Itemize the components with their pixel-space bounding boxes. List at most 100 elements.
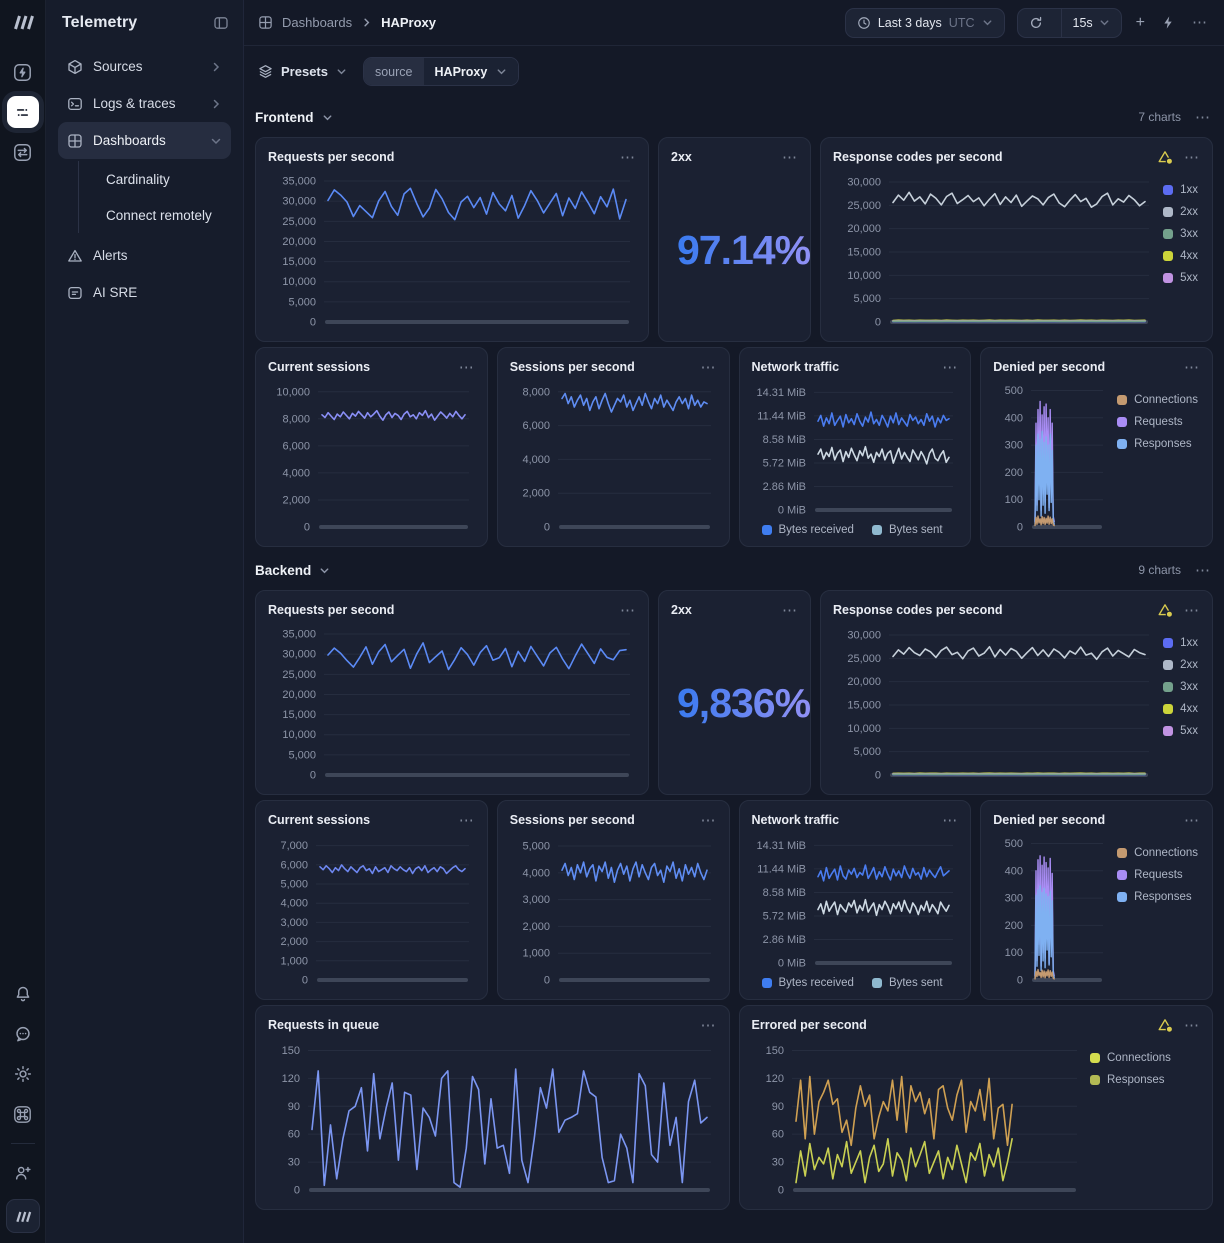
svg-text:5,000: 5,000 [288, 749, 316, 761]
legend-item[interactable]: Connections [1117, 394, 1198, 406]
legend-item[interactable]: 3xx [1163, 228, 1198, 240]
invite-user-icon[interactable] [7, 1157, 39, 1189]
panel-menu-button[interactable]: ⋯ [701, 358, 717, 376]
legend-label: Requests [1134, 869, 1183, 881]
panel-menu-button[interactable]: ⋯ [1184, 358, 1200, 376]
legend-label: 2xx [1180, 206, 1198, 218]
legend-swatch [1090, 1053, 1100, 1063]
legend-item[interactable]: Requests [1117, 416, 1198, 428]
svg-text:35,000: 35,000 [282, 629, 316, 641]
notifications-bell-icon[interactable] [7, 978, 39, 1010]
panel-menu-button[interactable]: ⋯ [942, 358, 958, 376]
panel-menu-button[interactable]: ⋯ [1184, 148, 1200, 166]
ellipsis-icon: ⋯ [620, 149, 636, 166]
legend-item[interactable]: 4xx [1163, 703, 1198, 715]
section-menu-button[interactable]: ⋯ [1193, 561, 1213, 580]
line-chart: 0 1,000 2,000 3,000 4,000 5,000 [510, 831, 717, 991]
alert-warning-icon[interactable] [1157, 603, 1174, 618]
panel-menu-button[interactable]: ⋯ [459, 811, 475, 829]
svg-text:6,000: 6,000 [280, 859, 308, 871]
legend-item[interactable]: Bytes received [761, 524, 854, 536]
svg-text:0 MiB: 0 MiB [777, 958, 805, 970]
section-frontend-toggle[interactable]: Frontend [255, 110, 333, 125]
sidebar-item-sources[interactable]: Sources [58, 48, 231, 85]
sidebar-subitem-connect-remotely[interactable]: Connect remotely [106, 207, 212, 223]
legend-item[interactable]: Connections [1090, 1052, 1198, 1064]
legend-item[interactable]: Responses [1117, 438, 1198, 450]
legend-item[interactable]: 1xx [1163, 184, 1198, 196]
alert-warning-icon[interactable] [1157, 1018, 1174, 1033]
panel-menu-button[interactable]: ⋯ [459, 358, 475, 376]
panel-menu-button[interactable]: ⋯ [620, 148, 636, 166]
sidebar-subitem-cardinality[interactable]: Cardinality [106, 171, 170, 187]
panel-menu-button[interactable]: ⋯ [1184, 1016, 1200, 1034]
feedback-chat-icon[interactable] [7, 1018, 39, 1050]
sidebar-item-dashboards[interactable]: Dashboards [58, 122, 231, 159]
refresh-icon[interactable] [1018, 9, 1054, 37]
sidebar-item-ai-sre[interactable]: AI SRE [58, 274, 231, 311]
rail-flows-icon[interactable] [7, 56, 39, 88]
panel-menu-button[interactable]: ⋯ [701, 1016, 717, 1034]
panel-menu-button[interactable]: ⋯ [701, 811, 717, 829]
panel-menu-button[interactable]: ⋯ [942, 811, 958, 829]
legend-swatch [871, 525, 882, 535]
chevron-right-icon [210, 61, 222, 73]
sidebar-item-alerts[interactable]: Alerts [58, 237, 231, 274]
sidebar-item-label: AI SRE [93, 285, 138, 300]
ellipsis-icon: ⋯ [700, 1017, 717, 1034]
rail-logs-icon[interactable] [6, 96, 39, 128]
svg-text:3,000: 3,000 [522, 894, 550, 906]
breadcrumb-dashboards[interactable]: Dashboards [282, 15, 353, 30]
add-panel-button[interactable]: + [1134, 13, 1147, 33]
panel-menu-button[interactable]: ⋯ [782, 601, 798, 619]
alert-warning-icon[interactable] [1157, 150, 1174, 165]
legend-swatch [1163, 660, 1174, 670]
panel-menu-button[interactable]: ⋯ [620, 601, 636, 619]
legend-item[interactable]: Bytes sent [871, 977, 943, 989]
section-backend-toggle[interactable]: Backend [255, 563, 330, 578]
terminal-icon [67, 96, 83, 112]
legend-item[interactable]: Bytes received [761, 977, 854, 989]
legend-item[interactable]: Connections [1117, 847, 1198, 859]
theme-sun-icon[interactable] [7, 1058, 39, 1090]
panel-fe-2xx: 2xx ⋯ 97.14% [658, 137, 811, 342]
workspace-logo[interactable] [5, 1199, 40, 1233]
section-charts-count: 9 charts [1138, 563, 1181, 577]
svg-text:20,000: 20,000 [282, 689, 316, 701]
svg-text:0: 0 [875, 317, 881, 329]
legend-item[interactable]: 5xx [1163, 725, 1198, 737]
svg-text:25,000: 25,000 [282, 669, 316, 681]
sidebar-item-logs-traces[interactable]: Logs & traces [58, 85, 231, 122]
source-filter[interactable]: source HAProxy [362, 57, 520, 86]
legend-item[interactable]: Responses [1090, 1074, 1198, 1086]
legend-swatch [1163, 251, 1174, 261]
legend-item[interactable]: 2xx [1163, 206, 1198, 218]
legend-item[interactable]: Responses [1117, 891, 1198, 903]
line-chart: 0 100 200 300 400 500 [993, 378, 1109, 538]
quick-actions-bolt-icon[interactable] [1159, 13, 1178, 32]
chart-legend: 1xx 2xx 3xx 4xx 5xx [1155, 621, 1200, 786]
svg-text:4,000: 4,000 [282, 467, 310, 479]
shortcuts-command-icon[interactable] [7, 1098, 39, 1130]
rail-pipelines-icon[interactable] [7, 136, 39, 168]
sidebar-collapse-icon[interactable] [213, 15, 229, 31]
legend-item[interactable]: Bytes sent [871, 524, 943, 536]
legend-item[interactable]: 5xx [1163, 272, 1198, 284]
presets-button[interactable]: Presets [258, 64, 347, 79]
section-menu-button[interactable]: ⋯ [1193, 108, 1213, 127]
panel-fe-response-codes: Response codes per second ⋯ 0 5,000 10,000… [820, 137, 1213, 342]
legend-swatch [1163, 638, 1174, 648]
legend-item[interactable]: 2xx [1163, 659, 1198, 671]
legend-item[interactable]: 4xx [1163, 250, 1198, 262]
legend-item[interactable]: 3xx [1163, 681, 1198, 693]
topbar-menu-button[interactable]: ⋯ [1190, 13, 1210, 32]
panel-menu-button[interactable]: ⋯ [1184, 601, 1200, 619]
legend-swatch [1117, 417, 1128, 427]
line-chart: 0 30 60 90 120 150 [268, 1036, 717, 1201]
legend-item[interactable]: Requests [1117, 869, 1198, 881]
refresh-interval-button[interactable]: 15s [1060, 8, 1121, 37]
panel-menu-button[interactable]: ⋯ [1184, 811, 1200, 829]
panel-menu-button[interactable]: ⋯ [782, 148, 798, 166]
time-range-button[interactable]: Last 3 days UTC [844, 7, 1005, 38]
legend-item[interactable]: 1xx [1163, 637, 1198, 649]
